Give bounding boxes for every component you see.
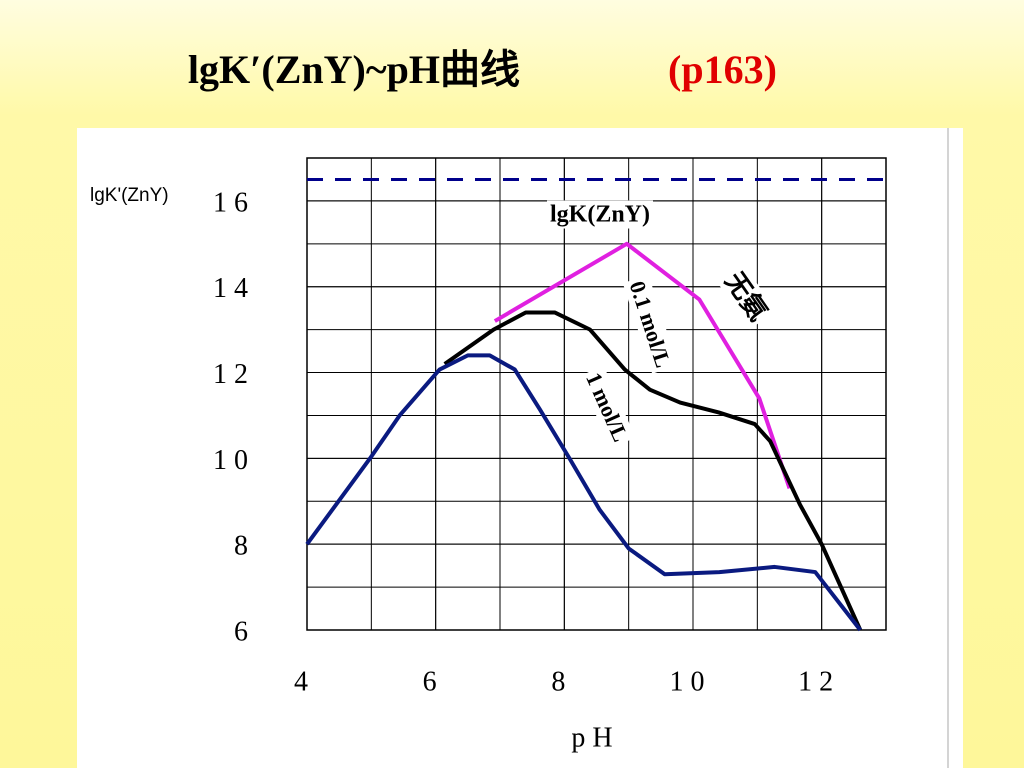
x-tick-label: 4 (294, 666, 308, 697)
annotation-background (578, 365, 636, 449)
y-tick-label: 6 (234, 616, 248, 647)
y-tick-label: 1 4 (213, 273, 248, 304)
annotation-background (546, 200, 654, 229)
annotation-background (716, 263, 777, 330)
title: lgK′(ZnY)~pH曲线 (188, 47, 520, 92)
series-annotation: lgK(ZnY) (550, 202, 650, 228)
y-axis-label: lgK'(ZnY) (90, 185, 169, 206)
chart-panel (77, 128, 963, 768)
y-tick-label: 1 0 (213, 445, 248, 476)
x-tick-label: 6 (423, 666, 437, 697)
series-line (443, 310, 863, 631)
annotation-background (622, 274, 678, 374)
x-tick-label: 1 2 (798, 666, 833, 697)
series-line (493, 241, 792, 490)
y-tick-label: 1 2 (213, 359, 248, 390)
y-tick-label: 1 6 (213, 187, 248, 218)
x-tick-label: 1 0 (670, 666, 705, 697)
series-line (305, 353, 862, 632)
x-axis-label: p H (571, 722, 612, 753)
x-tick-label: 8 (551, 666, 565, 697)
title-ref: (p163) (668, 47, 777, 92)
y-tick-label: 8 (234, 531, 248, 562)
